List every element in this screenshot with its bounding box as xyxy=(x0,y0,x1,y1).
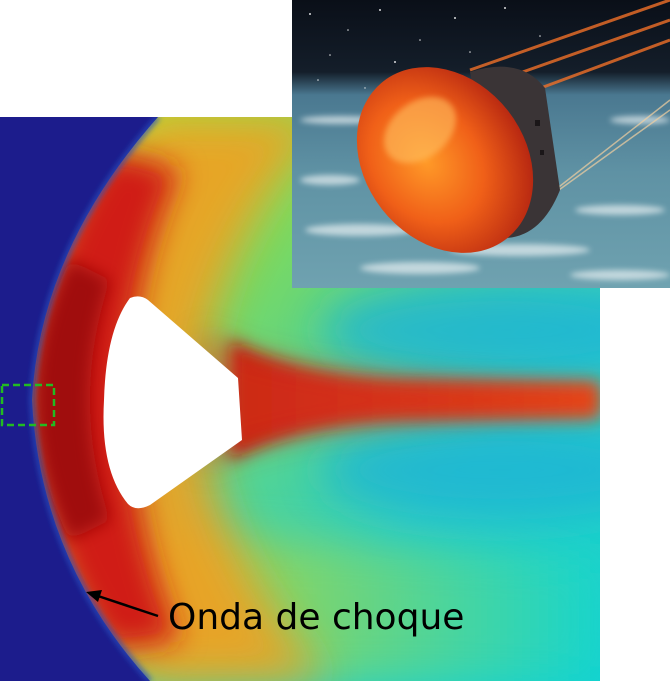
detail-box xyxy=(0,383,56,427)
capsule-body xyxy=(103,296,242,509)
shock-wave-arrow xyxy=(86,590,159,618)
reentry-illustration xyxy=(292,0,670,288)
